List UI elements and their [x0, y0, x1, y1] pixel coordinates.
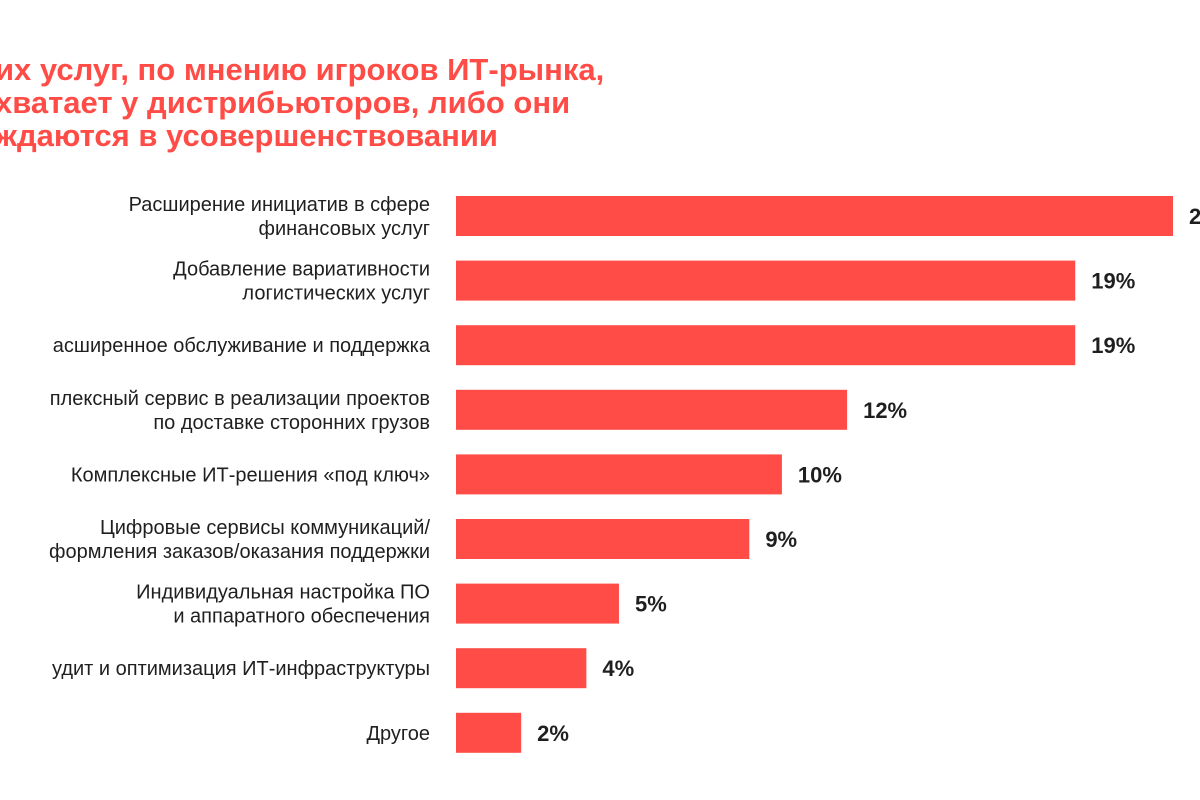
chart-title-line: ждаются в усовершенствовании [0, 118, 498, 153]
value-label: 4% [602, 656, 634, 681]
category-label: Индивидуальная настройка ПО [136, 582, 430, 604]
value-label: 9% [765, 527, 797, 552]
bar [456, 260, 1076, 301]
bar [456, 389, 848, 430]
category-label: удит и оптимизация ИТ-инфраструктуры [52, 658, 430, 680]
category-label: Комплексные ИТ-решения «под ключ» [71, 464, 430, 486]
category-label: асширенное обслуживание и поддержка [53, 335, 431, 357]
chart-title-line: их услуг, по мнению игроков ИТ-рынка, [0, 52, 604, 87]
value-label: 19% [1091, 269, 1135, 294]
category-label: Другое [366, 723, 430, 745]
bar [456, 583, 619, 624]
value-label: 12% [863, 398, 907, 423]
category-label: финансовых услуг [259, 218, 430, 240]
value-label: 5% [635, 592, 667, 617]
category-label: и аппаратного обеспечения [173, 606, 430, 628]
category-label: Добавление вариативности [173, 259, 430, 281]
bar [456, 325, 1076, 366]
chart-title-line: хватает у дистрибьюторов, либо они [0, 85, 570, 120]
category-label: логистических услуг [242, 283, 430, 305]
category-label: формления заказов/оказания поддержки [49, 541, 430, 563]
category-label: Расширение инициатив в сфере [129, 194, 430, 216]
value-label: 19% [1091, 333, 1135, 358]
category-label: плексный сервис в реализации проектов [50, 388, 430, 410]
category-label: Цифровые сервисы коммуникаций/ [100, 517, 430, 539]
bars [456, 196, 1173, 753]
value-labels: 22% 19% 19% 12% 10% 9% 5% 4% 2% [537, 204, 1200, 746]
value-label: 2% [537, 721, 569, 746]
chart-title: их услуг, по мнению игроков ИТ-рынка,хва… [0, 52, 604, 153]
value-label: 22% [1189, 204, 1200, 229]
bar [456, 196, 1173, 236]
bar [456, 712, 522, 753]
category-label: по доставке сторонних грузов [153, 412, 430, 434]
bar [456, 454, 782, 495]
value-label: 10% [798, 462, 842, 487]
bar [456, 519, 750, 559]
bar [456, 648, 587, 689]
